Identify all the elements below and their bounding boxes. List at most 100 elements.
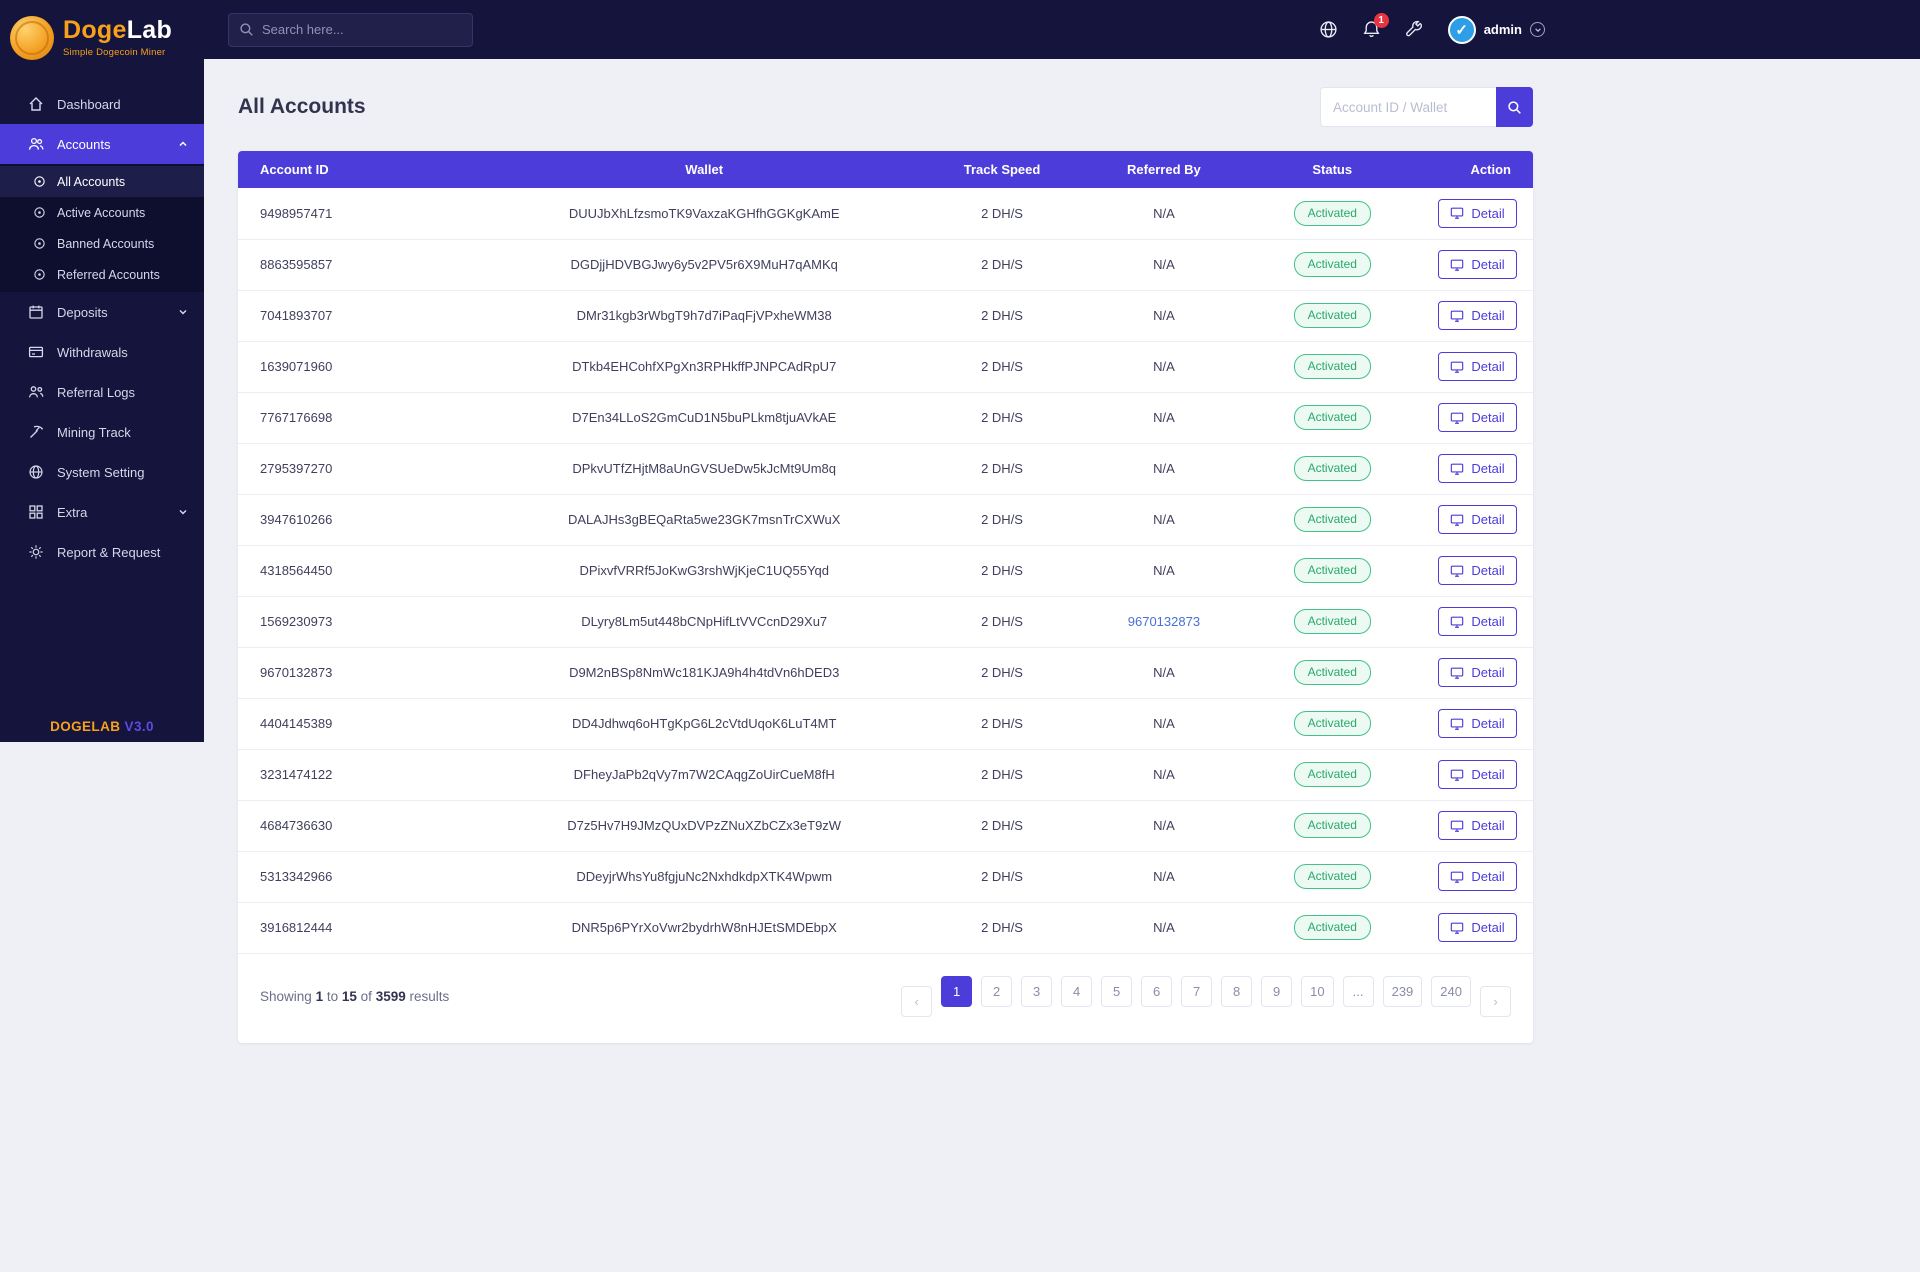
- sidebar-item-extra[interactable]: Extra: [0, 492, 204, 532]
- detail-button[interactable]: Detail: [1438, 607, 1517, 636]
- wrench-icon[interactable]: [1405, 20, 1424, 39]
- monitor-icon: [1450, 768, 1464, 782]
- account-id-cell: 1639071960: [238, 341, 485, 393]
- sidebar-item-withdrawals[interactable]: Withdrawals: [0, 332, 204, 372]
- dogelab-coin-icon: [10, 16, 54, 60]
- account-search-input[interactable]: [1320, 87, 1496, 127]
- detail-button[interactable]: Detail: [1438, 709, 1517, 738]
- status-cell: Activated: [1248, 749, 1417, 801]
- sidebar-item-mining-track[interactable]: Mining Track: [0, 412, 204, 452]
- sidebar-item-deposits[interactable]: Deposits: [0, 292, 204, 332]
- monitor-icon: [1450, 462, 1464, 476]
- table-row: 4684736630 D7z5Hv7H9JMzQUxDVPzZNuXZbCZx3…: [238, 800, 1533, 852]
- sidebar-subitem-referred-accounts[interactable]: Referred Accounts: [0, 259, 204, 290]
- accounts-card: Account ID Wallet Track Speed Referred B…: [238, 151, 1533, 1043]
- pagination-page-8[interactable]: 8: [1221, 975, 1253, 1007]
- status-cell: Activated: [1248, 596, 1417, 648]
- col-header-wallet: Wallet: [484, 151, 925, 188]
- referred-by-cell: N/A: [1079, 545, 1249, 597]
- pagination-page-9[interactable]: 9: [1261, 975, 1293, 1007]
- user-menu[interactable]: ✓ admin: [1447, 15, 1545, 44]
- track-speed-cell: 2 DH/S: [924, 698, 1080, 750]
- users-icon: [27, 136, 44, 153]
- status-badge: Activated: [1293, 200, 1371, 226]
- monitor-icon: [1450, 513, 1464, 527]
- sidebar-item-accounts[interactable]: Accounts: [0, 124, 204, 164]
- account-id-cell: 9498957471: [238, 188, 485, 240]
- sidebar-item-referral-logs[interactable]: Referral Logs: [0, 372, 204, 412]
- pagination-next[interactable]: ›: [1480, 985, 1511, 1017]
- table-row: 9498957471 DUUJbXhLfzsmoTK9VaxzaKGHfhGGK…: [238, 188, 1533, 240]
- pagination-page-3[interactable]: 3: [1021, 975, 1053, 1007]
- account-id-cell: 3916812444: [238, 902, 485, 954]
- detail-button[interactable]: Detail: [1438, 352, 1517, 381]
- monitor-icon: [1450, 921, 1464, 935]
- pagination-page-239[interactable]: 239: [1382, 975, 1423, 1007]
- pagination-page-2[interactable]: 2: [981, 975, 1013, 1007]
- detail-button[interactable]: Detail: [1438, 760, 1517, 789]
- track-speed-cell: 2 DH/S: [924, 749, 1080, 801]
- action-cell: Detail: [1416, 545, 1533, 597]
- detail-button[interactable]: Detail: [1438, 301, 1517, 330]
- sidebar-subitem-active-accounts[interactable]: Active Accounts: [0, 197, 204, 228]
- detail-button[interactable]: Detail: [1438, 250, 1517, 279]
- summary-from: 1: [315, 988, 324, 1004]
- brand-name-secondary: Lab: [126, 16, 173, 44]
- brand-logo[interactable]: DogeLab Simple Dogecoin Miner: [0, 0, 204, 74]
- detail-button[interactable]: Detail: [1438, 862, 1517, 891]
- col-header-account-id: Account ID: [238, 151, 485, 188]
- pagination-page-240[interactable]: 240: [1431, 975, 1471, 1007]
- detail-button[interactable]: Detail: [1438, 198, 1517, 228]
- pagination-page-7[interactable]: 7: [1181, 975, 1213, 1007]
- detail-button[interactable]: Detail: [1438, 556, 1517, 585]
- dot-circle-icon: [33, 237, 46, 250]
- referred-by-link[interactable]: 9670132873: [1127, 614, 1201, 629]
- detail-button[interactable]: Detail: [1438, 913, 1517, 942]
- sidebar-item-label: Withdrawals: [57, 344, 128, 360]
- monitor-icon: [1450, 309, 1464, 323]
- pagination-page-...[interactable]: ...: [1342, 975, 1374, 1007]
- wallet-cell: DDeyjrWhsYu8fgjuNc2NxhdkdpXTK4Wpwm: [484, 851, 925, 903]
- pagination-page-6[interactable]: 6: [1141, 975, 1173, 1007]
- topbar: 1 ✓ admin: [204, 0, 1920, 59]
- table-row: 3947610266 DALAJHs3gBEQaRta5we23GK7msnTr…: [238, 494, 1533, 546]
- detail-button[interactable]: Detail: [1438, 658, 1517, 687]
- notifications-bell-icon[interactable]: 1: [1362, 13, 1389, 39]
- pagination-page-10[interactable]: 10: [1301, 975, 1334, 1007]
- pagination-prev[interactable]: ‹: [901, 985, 933, 1017]
- status-cell: Activated: [1248, 851, 1417, 903]
- status-badge: Activated: [1293, 660, 1371, 685]
- sidebar-subitem-banned-accounts[interactable]: Banned Accounts: [0, 228, 204, 259]
- track-speed-cell: 2 DH/S: [924, 341, 1080, 393]
- pagination-page-1[interactable]: 1: [941, 975, 973, 1007]
- sidebar-item-label: Report & Request: [57, 544, 161, 560]
- pagination-page-5[interactable]: 5: [1101, 975, 1133, 1007]
- detail-button[interactable]: Detail: [1438, 454, 1517, 483]
- account-search-button[interactable]: [1496, 87, 1533, 127]
- sidebar-item-label: Referral Logs: [57, 384, 136, 400]
- track-speed-cell: 2 DH/S: [924, 902, 1080, 954]
- topbar-actions: 1 ✓ admin: [1319, 13, 1545, 44]
- sidebar-item-dashboard[interactable]: Dashboard: [0, 84, 204, 124]
- monitor-icon: [1450, 206, 1464, 220]
- pagination-page-4[interactable]: 4: [1061, 975, 1093, 1007]
- status-cell: Activated: [1248, 647, 1417, 699]
- detail-button-label: Detail: [1471, 614, 1505, 629]
- detail-button[interactable]: Detail: [1438, 505, 1517, 534]
- detail-button[interactable]: Detail: [1438, 811, 1517, 840]
- status-cell: Activated: [1248, 545, 1417, 597]
- sidebar-subitem-label: All Accounts: [57, 174, 126, 189]
- wallet-cell: D7En34LLoS2GmCuD1N5buPLkm8tjuAVkAE: [484, 392, 925, 444]
- status-badge: Activated: [1293, 813, 1371, 838]
- detail-button[interactable]: Detail: [1438, 403, 1517, 432]
- sidebar-item-report-request[interactable]: Report & Request: [0, 532, 204, 572]
- sidebar-item-system-setting[interactable]: System Setting: [0, 452, 204, 492]
- monitor-icon: [1450, 258, 1464, 272]
- sidebar-item-label: Dashboard: [57, 96, 121, 112]
- sidebar-nav: Dashboard Accounts All Accounts: [0, 84, 204, 572]
- sidebar-subitem-all-accounts[interactable]: All Accounts: [0, 166, 204, 197]
- global-search-input[interactable]: [262, 22, 462, 37]
- language-globe-icon[interactable]: [1319, 20, 1338, 39]
- brand-tagline: Simple Dogecoin Miner: [63, 47, 166, 58]
- detail-button-label: Detail: [1471, 461, 1505, 476]
